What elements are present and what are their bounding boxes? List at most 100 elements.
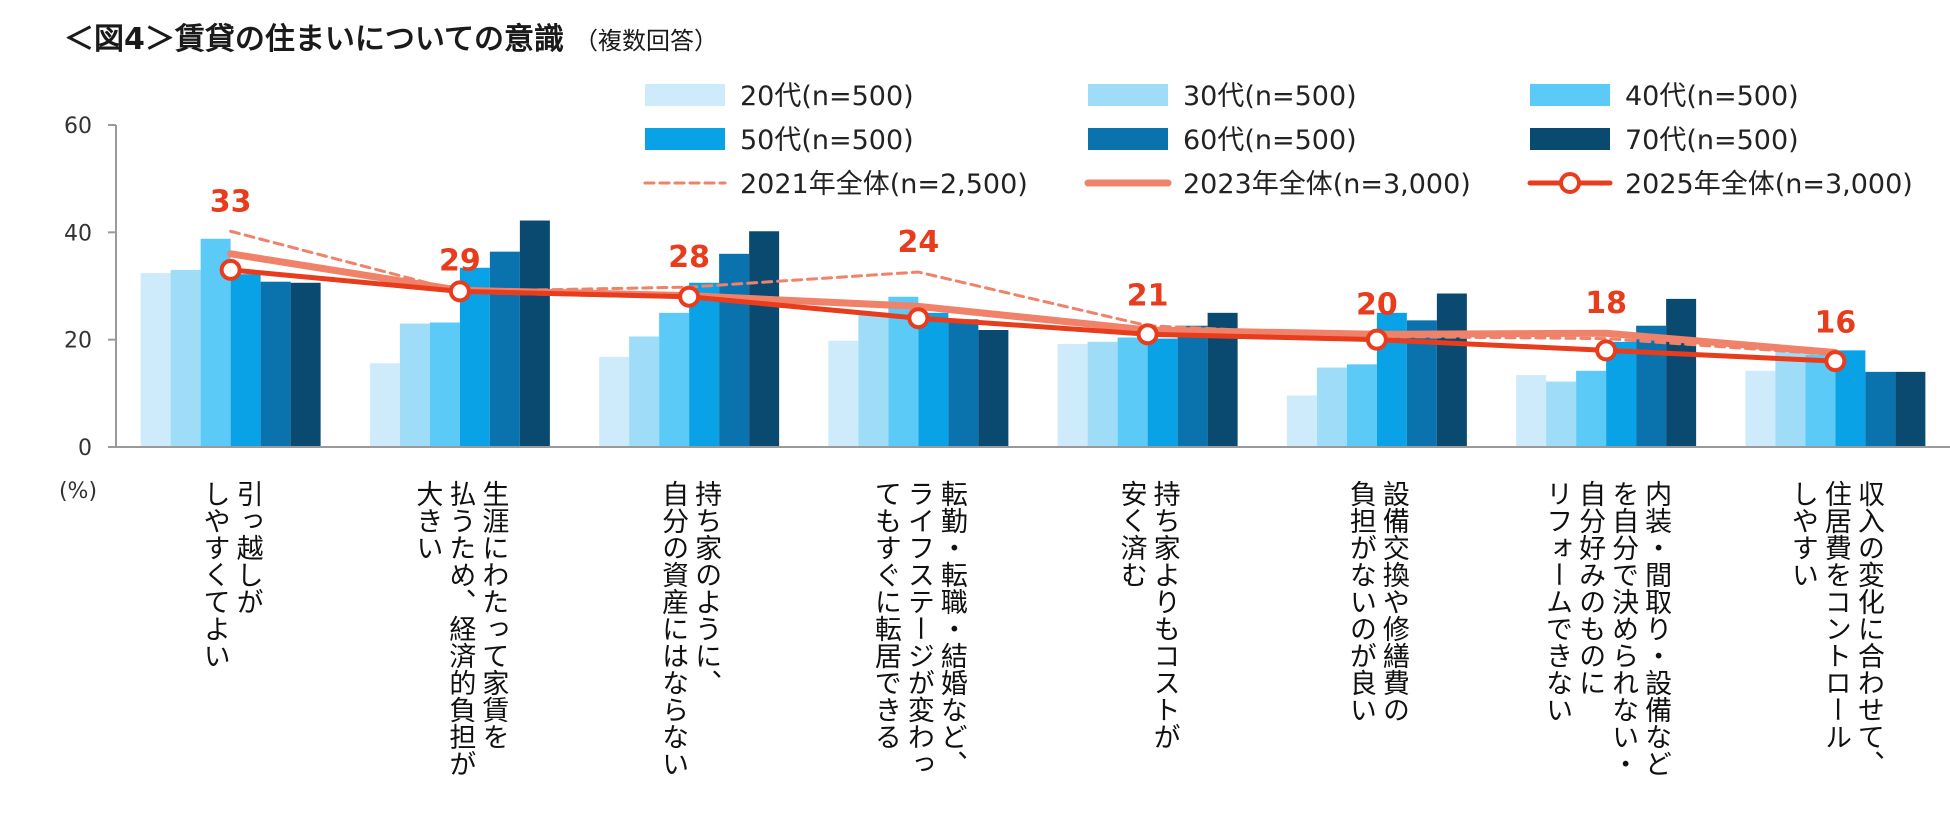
bar-series5-cat5 (1436, 293, 1467, 447)
bar-series0-cat5 (1286, 395, 1317, 447)
category-label-3-line2: てもすぐに転居できる (870, 480, 902, 750)
legend: 20代(n=500) 30代(n=500) 40代(n=500) 50代(n=500)… (643, 81, 1913, 200)
bar-series0-cat1 (369, 363, 400, 447)
bar-series4-cat4 (1177, 325, 1208, 447)
category-label-7-line1: 住居費をコントロール (1820, 480, 1852, 750)
bar-series0-cat6 (1516, 375, 1547, 447)
chart-title: ＜図4＞賃貸の住まいについての意識 （複数回答） (64, 14, 718, 58)
bar-series2-cat2 (659, 312, 690, 447)
category-label-1-line0: 生涯にわたって家賃を (477, 480, 509, 750)
legend-label-4: 60代(n=500) (1183, 125, 1357, 156)
bar-series5-cat2 (749, 231, 780, 447)
bar-series2-cat1 (429, 322, 460, 447)
y-tick-label: 0 (78, 436, 92, 461)
category-label-2-line0: 持ち家のように、 (690, 480, 722, 696)
unit-label: (%) (59, 479, 97, 504)
bar-series1-cat2 (629, 336, 660, 447)
chart-subtitle: （複数回答） (573, 27, 718, 55)
line-marker-2 (678, 285, 701, 308)
line-marker-1 (448, 280, 471, 303)
category-label-6-line1: を自分で決められない・ (1607, 480, 1638, 777)
data-label-2: 28 (668, 240, 710, 275)
data-label-5: 20 (1356, 287, 1398, 322)
bar-series2-cat5 (1346, 364, 1377, 447)
bar-series5-cat3 (978, 330, 1009, 447)
line-series2 (228, 267, 1838, 364)
axes-layer: 0 20 40 60 (%) (59, 114, 1950, 504)
bars-layer (140, 220, 1926, 447)
legend-label-2: 40代(n=500) (1625, 81, 1799, 112)
bar-series5-cat1 (519, 220, 550, 447)
legend-label-0: 20代(n=500) (740, 81, 914, 112)
legend-label-1: 30代(n=500) (1183, 81, 1357, 112)
y-tick-label: 60 (64, 114, 92, 139)
bar-series0-cat7 (1745, 370, 1776, 447)
category-label-2-line1: 自分の資産にはならない (657, 480, 689, 777)
bar-series0-cat0 (140, 273, 171, 447)
line-marker-6 (1595, 339, 1618, 362)
bar-series4-cat7 (1865, 371, 1896, 447)
bar-series3-cat4 (1147, 338, 1178, 447)
bar-series1-cat3 (858, 312, 889, 447)
legend-swatch-2 (1530, 84, 1610, 106)
category-label-5-line0: 設備交換や修繕費の (1378, 480, 1410, 723)
bar-series1-cat4 (1087, 341, 1118, 447)
bar-series2-cat4 (1117, 337, 1148, 447)
legend-label-line-0: 2021年全体(n=2,500) (740, 169, 1028, 200)
bar-series5-cat7 (1895, 371, 1926, 447)
bar-series1-cat6 (1546, 381, 1577, 447)
bar-series0-cat2 (599, 356, 630, 447)
data-label-0: 33 (210, 184, 252, 219)
category-label-4-line0: 持ち家よりもコストが (1149, 480, 1181, 750)
bar-series4-cat1 (489, 251, 520, 447)
bar-series3-cat3 (918, 312, 949, 447)
data-labels-layer: 33 29 28 24 21 20 18 16 (210, 184, 1857, 340)
bar-series5-cat6 (1666, 298, 1697, 447)
category-label-1-line1: 払うため、経済的負担が (444, 480, 476, 777)
legend-swatch-3 (645, 128, 725, 150)
line-marker-7 (1824, 350, 1847, 373)
data-label-4: 21 (1127, 279, 1169, 314)
bar-series0-cat4 (1057, 343, 1088, 447)
legend-swatch-0 (645, 84, 725, 106)
bar-series1-cat7 (1775, 347, 1806, 447)
bar-series4-cat0 (260, 281, 291, 447)
lines-layer (219, 229, 1847, 373)
legend-label-3: 50代(n=500) (740, 125, 914, 156)
bar-series3-cat2 (689, 282, 720, 447)
line-marker-4 (1136, 323, 1159, 346)
category-label-0-line0: 引っ越しが (232, 480, 264, 615)
bar-series4-cat3 (948, 319, 979, 447)
legend-marker-2 (1559, 172, 1581, 194)
category-label-6-line3: リフォームできない (1541, 480, 1572, 723)
legend-swatch-5 (1530, 128, 1610, 150)
bar-series0-cat3 (828, 340, 859, 447)
data-label-1: 29 (439, 243, 481, 278)
legend-swatch-4 (1088, 128, 1168, 150)
legend-label-line-2: 2025年全体(n=3,000) (1625, 169, 1913, 200)
category-label-3-line1: ライフステージが変わっ (903, 480, 934, 777)
category-label-6-line0: 内装・間取り・設備など (1640, 480, 1672, 777)
bar-series2-cat6 (1576, 370, 1607, 447)
category-label-0-line1: しやすくてよい (199, 480, 230, 669)
category-label-1-line2: 大きい (411, 480, 442, 561)
data-label-6: 18 (1585, 286, 1627, 321)
category-label-6-line2: 自分好みのものに (1574, 480, 1606, 696)
bar-series1-cat5 (1316, 367, 1347, 447)
y-tick-label: 20 (64, 329, 92, 354)
bar-series3-cat0 (230, 274, 261, 447)
bar-series4-cat6 (1636, 325, 1667, 447)
line-marker-3 (907, 307, 930, 330)
legend-swatch-1 (1088, 84, 1168, 106)
legend-label-5: 70代(n=500) (1625, 125, 1799, 156)
category-label-3-line0: 転勤・転職・結婚など、 (936, 480, 968, 777)
category-label-5-line1: 負担がないのが良い (1345, 480, 1377, 723)
category-label-7-line2: しやすい (1787, 480, 1818, 588)
legend-label-line-1: 2023年全体(n=3,000) (1183, 169, 1471, 200)
bar-series1-cat0 (170, 269, 201, 447)
chart-title-main: ＜図4＞賃貸の住まいについての意識 (64, 22, 564, 57)
line-marker-5 (1365, 328, 1388, 351)
category-label-4-line1: 安く済む (1116, 480, 1148, 588)
